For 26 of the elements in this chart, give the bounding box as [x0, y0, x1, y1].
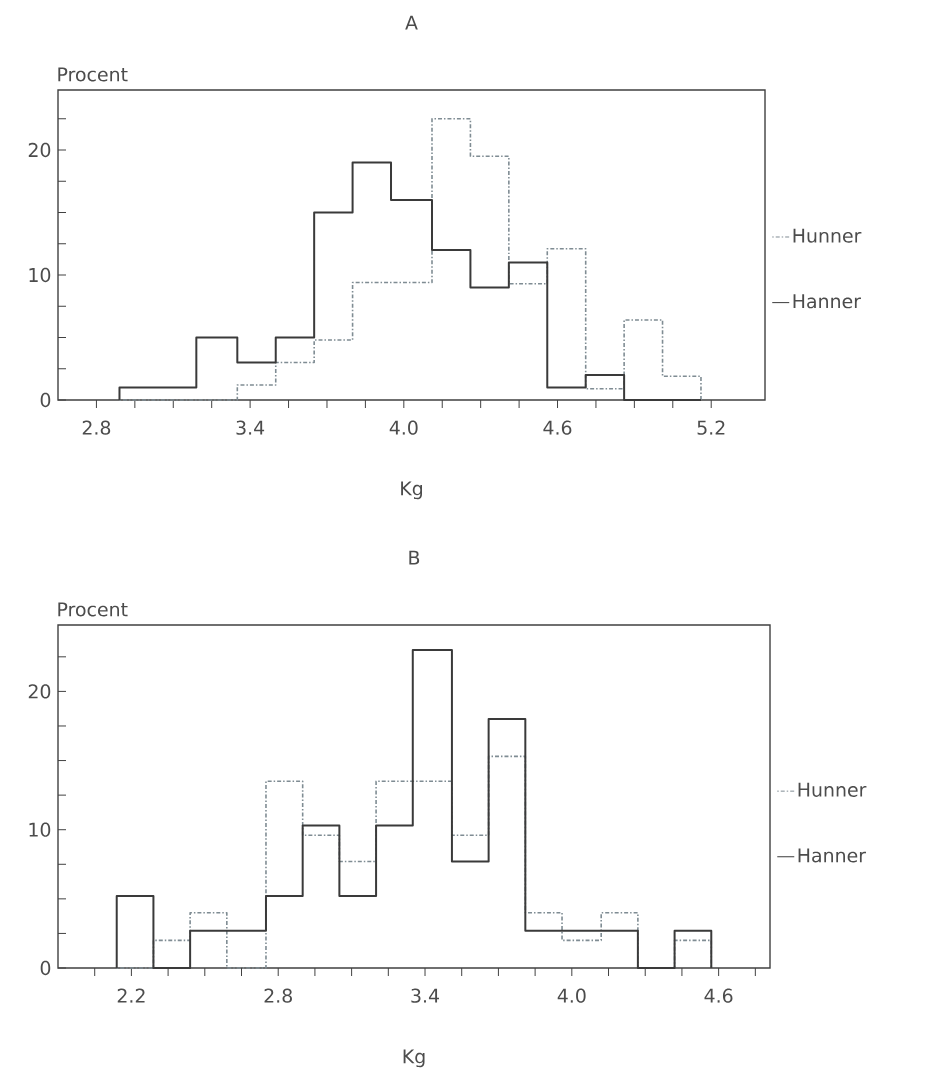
y-tick-label: 20	[28, 142, 51, 158]
y-axis-title: Procent	[58, 602, 128, 617]
x-tick-label: 5.2	[697, 420, 725, 435]
y-tick-label: 10	[29, 822, 51, 837]
chart-title: A	[405, 15, 418, 30]
x-tick-label: 4.6	[704, 988, 733, 1003]
x-tick-label: 2.2	[117, 988, 145, 1003]
x-tick-label: 4.6	[543, 420, 572, 435]
x-tick-label: 4.0	[389, 420, 418, 435]
chart-title: B	[409, 550, 420, 565]
x-tick-label: 2.8	[82, 420, 111, 435]
legend-label: Hunner	[798, 782, 867, 797]
legend-label: Hanner	[798, 848, 867, 863]
y-tick-label: 10	[29, 267, 51, 283]
x-tick-label: 2.8	[264, 988, 292, 1003]
x-tick-label: 3.4	[411, 988, 439, 1003]
x-axis-title: Kg	[403, 1049, 425, 1068]
legend-label: Hunner	[793, 228, 862, 243]
y-tick-label: 20	[28, 684, 51, 699]
legend-label: Hanner	[793, 294, 861, 309]
y-tick-label: 0	[40, 960, 51, 976]
x-axis-title: Kg	[401, 481, 423, 500]
x-tick-label: 4.0	[557, 988, 586, 1003]
x-tick-label: 3.4	[236, 420, 265, 435]
y-tick-label: 0	[40, 392, 51, 408]
y-axis-title: Procent	[58, 67, 128, 82]
